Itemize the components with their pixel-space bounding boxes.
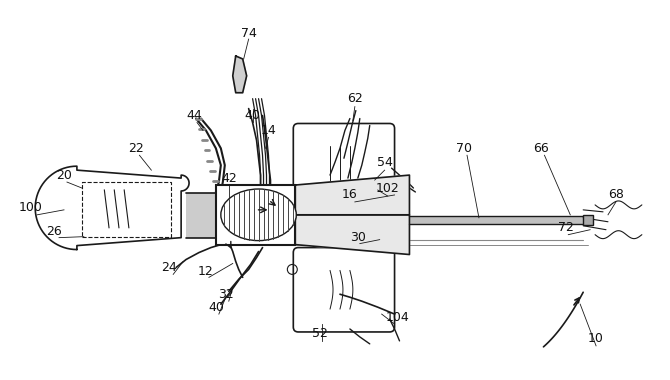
Text: 40: 40 [245, 109, 261, 122]
Text: 62: 62 [347, 92, 362, 105]
Bar [409, 216, 583, 224]
Text: 100: 100 [18, 201, 42, 214]
Text: 10: 10 [588, 332, 604, 345]
Text: 104: 104 [386, 310, 409, 323]
FancyBboxPatch shape [293, 124, 395, 210]
Text: 32: 32 [218, 288, 234, 301]
Text: 44: 44 [186, 109, 202, 122]
Ellipse shape [221, 189, 296, 241]
Text: 40: 40 [208, 301, 224, 314]
Text: 72: 72 [558, 221, 574, 234]
Text: 24: 24 [161, 261, 177, 274]
Polygon shape [295, 215, 409, 255]
Bar [583, 215, 593, 225]
Text: 68: 68 [608, 188, 624, 201]
Text: 20: 20 [56, 169, 72, 182]
Bar [186, 193, 216, 238]
Text: 30: 30 [350, 231, 366, 244]
Text: 66: 66 [533, 142, 549, 155]
Text: 102: 102 [376, 182, 399, 195]
Text: 52: 52 [312, 328, 328, 340]
Text: 42: 42 [221, 172, 237, 185]
Text: 22: 22 [129, 142, 144, 155]
Bar [216, 185, 295, 245]
Bar [82, 182, 172, 237]
Text: 70: 70 [456, 142, 472, 155]
Text: 74: 74 [241, 27, 257, 40]
Text: 12: 12 [198, 265, 214, 278]
FancyBboxPatch shape [293, 248, 395, 332]
Text: 54: 54 [377, 156, 393, 169]
Text: 26: 26 [46, 225, 62, 238]
Text: 14: 14 [261, 124, 276, 137]
Polygon shape [232, 56, 247, 93]
Text: 16: 16 [342, 188, 358, 201]
Polygon shape [36, 166, 189, 250]
Polygon shape [295, 175, 409, 215]
